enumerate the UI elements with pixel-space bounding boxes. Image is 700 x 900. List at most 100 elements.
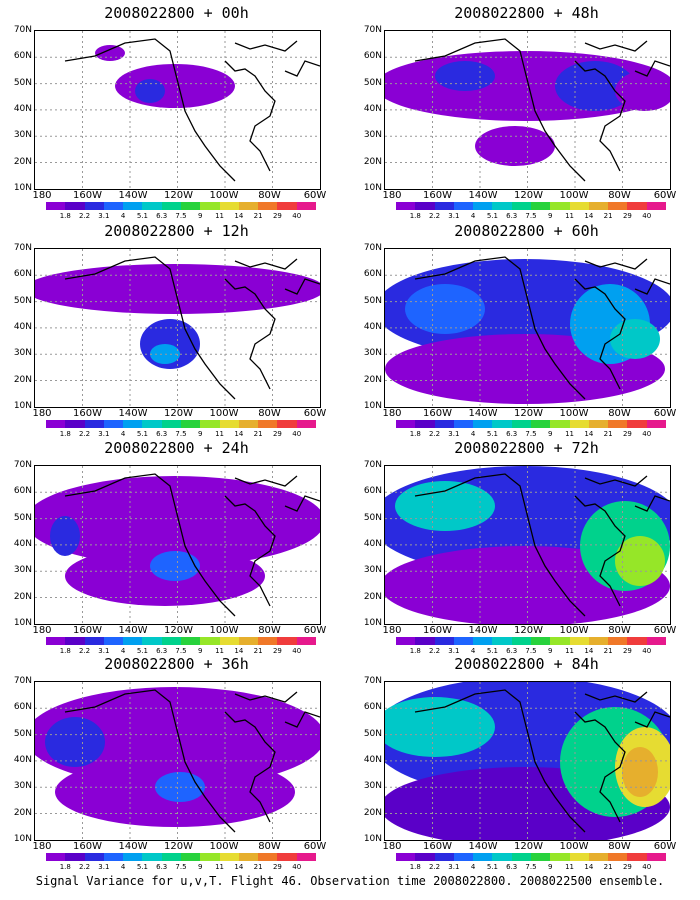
lat-tick-label: 20N (13, 591, 32, 602)
colorbar-label: 21 (253, 647, 263, 655)
coastline (64, 256, 320, 400)
colorbar-swatch (646, 853, 666, 861)
colorbar-label: 4 (120, 647, 126, 655)
colorbar-label: 40 (642, 212, 652, 220)
colorbar-label: 6.3 (506, 647, 518, 655)
colorbar-swatch (434, 420, 454, 428)
colorbar-swatch (200, 637, 220, 645)
colorbar-swatch (434, 202, 454, 210)
colorbar (46, 202, 316, 210)
lon-tick-label: 180 (382, 408, 402, 419)
lon-tick-label: 120W (514, 625, 543, 636)
colorbar-swatch (161, 853, 181, 861)
colorbar-swatch (219, 853, 239, 861)
colorbar-label: 2.2 (78, 863, 91, 871)
lon-tick-label: 160W (423, 408, 452, 419)
colorbar-swatch (396, 637, 416, 645)
colorbar-label: 3.1 (448, 430, 460, 438)
variance-map (384, 248, 671, 408)
colorbar-label: 14 (234, 212, 244, 220)
colorbar-swatch (123, 637, 143, 645)
lon-tick-label: 80W (608, 625, 631, 636)
lon-tick-label: 120W (164, 625, 193, 636)
colorbar-swatch (238, 637, 259, 645)
panel-title: 2008022800 + 00h (104, 4, 249, 22)
colorbar-label: 4 (470, 212, 476, 220)
colorbar (396, 853, 666, 861)
colorbar-swatch (473, 420, 493, 428)
map-plot (385, 682, 670, 840)
lon-tick-label: 140W (468, 408, 498, 419)
colorbar-label: 14 (584, 430, 594, 438)
colorbar-label: 9 (198, 647, 203, 655)
map-panel: 2008022800 + 36h 70N 60N 50N 40N 30N 20N 10N 180… (0, 653, 340, 871)
colorbar-label: 6.3 (156, 212, 168, 220)
map-plot (35, 466, 320, 624)
colorbar-swatch (238, 202, 259, 210)
lat-tick-label: 70N (13, 460, 32, 470)
lat-tick-label: 20N (13, 156, 32, 167)
lat-tick-label: 60N (13, 269, 32, 280)
lat-tick-label: 60N (13, 702, 32, 713)
colorbar-swatch (492, 853, 512, 861)
colorbar-label: 7.5 (175, 212, 187, 220)
colorbar (46, 853, 316, 861)
lat-tick-label: 10N (13, 400, 32, 411)
colorbar-label: 6.3 (156, 863, 168, 871)
lon-tick-label: 160W (73, 190, 102, 201)
coastline (64, 473, 320, 617)
lon-tick-label: 140W (118, 625, 148, 636)
colorbar-swatch (180, 853, 201, 861)
colorbar-label: 6.3 (506, 430, 518, 438)
variance-map (384, 30, 671, 190)
lon-tick-label: 60W (653, 190, 677, 201)
colorbar-label: 11 (565, 863, 575, 871)
colorbar-swatch (415, 202, 435, 210)
colorbar-label: 7.5 (525, 647, 537, 655)
lon-tick-label: 60W (653, 625, 677, 636)
lat-tick-label: 60N (363, 702, 382, 713)
colorbar-label: 21 (603, 212, 613, 220)
colorbar-swatch (296, 202, 316, 210)
colorbar-swatch (608, 202, 628, 210)
colorbar-swatch (277, 420, 297, 428)
panel-title: 2008022800 + 72h (454, 439, 599, 457)
colorbar-swatch (627, 853, 647, 861)
colorbar (396, 202, 666, 210)
colorbar-swatch (627, 420, 647, 428)
colorbar-swatch (46, 637, 66, 645)
variance-contour (475, 126, 555, 166)
lon-tick-label: 100W (559, 408, 589, 419)
colorbar-swatch (530, 420, 551, 428)
colorbar-label: 2.2 (428, 863, 441, 871)
colorbar-swatch (550, 853, 570, 861)
colorbar-label: 7.5 (525, 430, 537, 438)
lat-tick-label: 10N (363, 400, 382, 411)
colorbar-swatch (103, 637, 124, 645)
lon-tick-label: 160W (423, 841, 452, 852)
colorbar-swatch (608, 853, 628, 861)
lon-tick-label: 60W (303, 408, 327, 419)
variance-contour (50, 516, 80, 556)
colorbar-swatch (511, 202, 531, 210)
colorbar-swatch (492, 420, 512, 428)
lat-tick-label: 70N (363, 460, 382, 470)
lat-tick-label: 30N (363, 348, 382, 359)
colorbar-swatch (473, 637, 493, 645)
coastline (414, 256, 670, 400)
variance-contour (135, 79, 165, 103)
colorbar-label: 29 (622, 430, 632, 438)
colorbar-swatch (200, 420, 220, 428)
lat-tick-label: 70N (363, 676, 382, 686)
lon-tick-label: 140W (468, 841, 498, 852)
colorbar-swatch (627, 202, 647, 210)
colorbar-swatch (84, 637, 104, 645)
colorbar-swatch (142, 853, 162, 861)
colorbar-label: 5.1 (136, 212, 148, 220)
lon-tick-label: 180 (32, 190, 52, 201)
colorbar-swatch (569, 853, 589, 861)
coastline (64, 689, 320, 833)
colorbar-swatch (434, 853, 454, 861)
lat-tick-label: 10N (13, 617, 32, 628)
colorbar-label: 5.1 (486, 212, 498, 220)
